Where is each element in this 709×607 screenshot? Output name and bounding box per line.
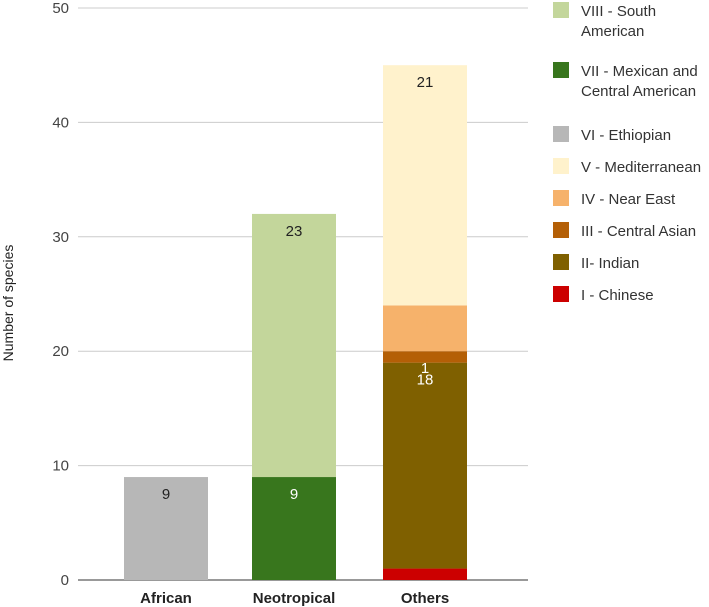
legend-label: V - Mediterranean bbox=[581, 159, 701, 176]
legend-label: American bbox=[581, 23, 644, 40]
legend-label: IV - Near East bbox=[581, 191, 676, 208]
bar-neotropical-vii-mexican-and-central-american bbox=[252, 477, 336, 580]
x-category-african: African bbox=[140, 590, 192, 607]
legend-swatch bbox=[553, 254, 569, 270]
x-category-neotropical: Neotropical bbox=[253, 590, 336, 607]
bar-african-vi-ethiopian bbox=[124, 477, 208, 580]
y-tick-label-0: 0 bbox=[61, 572, 69, 589]
legend-label: VI - Ethiopian bbox=[581, 127, 671, 144]
legend-label: II- Indian bbox=[581, 255, 639, 272]
legend-item-ii-indian: II- Indian bbox=[553, 254, 639, 272]
bars bbox=[124, 65, 467, 580]
legend-swatch bbox=[553, 190, 569, 206]
data-label-others-ii-indian: 18 bbox=[417, 372, 434, 389]
legend-swatch bbox=[553, 222, 569, 238]
y-tick-label-20: 20 bbox=[52, 343, 69, 360]
legend-item-vi-ethiopian: VI - Ethiopian bbox=[553, 126, 671, 144]
legend-swatch bbox=[553, 286, 569, 302]
y-axis-ticks: 0 10 20 30 40 50 bbox=[52, 0, 69, 589]
legend-label: I - Chinese bbox=[581, 287, 654, 304]
legend-item-iii-central-asian: III - Central Asian bbox=[553, 222, 696, 240]
data-label-others-v-mediterranean: 21 bbox=[417, 74, 434, 91]
legend-label: III - Central Asian bbox=[581, 223, 696, 240]
legend-swatch bbox=[553, 2, 569, 18]
y-tick-label-30: 30 bbox=[52, 229, 69, 246]
x-axis-categories: African Neotropical Others bbox=[140, 590, 449, 607]
legend-label: VII - Mexican and bbox=[581, 63, 698, 80]
bar-neotropical-viii-south-american bbox=[252, 213, 336, 478]
bar-others-iii-central-asian bbox=[383, 351, 467, 363]
data-label-african-vi-ethiopian: 9 bbox=[162, 486, 170, 503]
legend-swatch bbox=[553, 62, 569, 78]
bar-others-iv-near-east bbox=[383, 305, 467, 352]
legend-item-vii-mexican-and-central-american: VII - Mexican and Central American bbox=[553, 62, 698, 100]
legend-item-viii-south-american: VIII - South American bbox=[553, 2, 656, 40]
legend-item-iv-near-east: IV - Near East bbox=[553, 190, 676, 208]
bar-others-i-chinese bbox=[383, 568, 467, 580]
legend: VIII - South American VII - Mexican and Cen… bbox=[553, 2, 701, 304]
x-category-others: Others bbox=[401, 590, 449, 607]
bar-others-ii-indian bbox=[383, 362, 467, 569]
data-label-neotropical-viii-south-american: 23 bbox=[286, 223, 303, 240]
y-tick-label-50: 50 bbox=[52, 0, 69, 17]
legend-label: Central American bbox=[581, 83, 696, 100]
data-label-others-iii-central-asian: 1 bbox=[421, 360, 429, 377]
legend-swatch bbox=[553, 158, 569, 174]
legend-swatch bbox=[553, 126, 569, 142]
y-tick-label-40: 40 bbox=[52, 114, 69, 131]
legend-item-i-chinese: I - Chinese bbox=[553, 286, 654, 304]
data-label-others-iv-near-east: 4 bbox=[421, 314, 429, 331]
bar-others-v-mediterranean bbox=[383, 65, 467, 306]
data-label-neotropical-vii-mexican-and-central-american: 9 bbox=[290, 486, 298, 503]
legend-label: VIII - South bbox=[581, 3, 656, 20]
data-label-others-i-chinese: 1 bbox=[421, 578, 429, 595]
y-axis-label: Number of species bbox=[0, 245, 16, 362]
legend-item-v-mediterranean: V - Mediterranean bbox=[553, 158, 701, 176]
y-tick-label-10: 10 bbox=[52, 458, 69, 475]
